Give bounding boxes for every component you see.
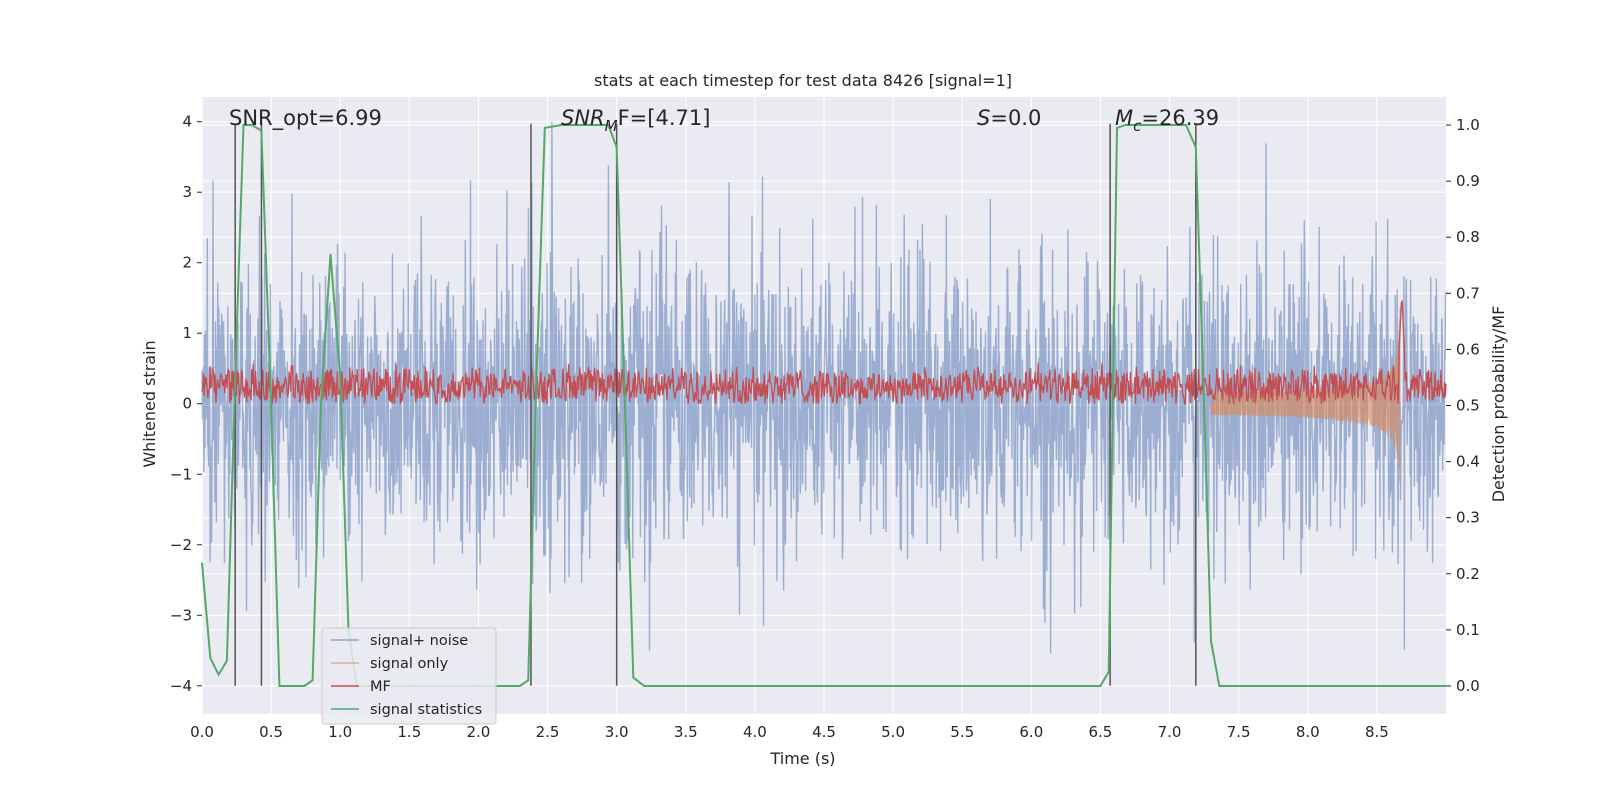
x-tick-label: 3.0 (605, 723, 629, 741)
y-tick-label-left: −2 (170, 536, 192, 554)
y-tick-label-right: 0.4 (1456, 453, 1480, 471)
x-tick-label: 2.0 (467, 723, 491, 741)
annotation-snr-mf-value: F=[4.71] (618, 106, 711, 130)
x-tick-label: 0.5 (259, 723, 283, 741)
y-tick-label-left: −1 (170, 465, 192, 483)
y-tick-label-left: −4 (170, 677, 192, 695)
x-tick-label: 6.0 (1019, 723, 1043, 741)
y-tick-label-right: 0.7 (1456, 284, 1480, 302)
legend-label-signal-noise: signal+ noise (370, 633, 468, 649)
y-tick-label-left: 1 (182, 324, 192, 342)
legend-label-signal-statistics: signal statistics (370, 702, 482, 718)
x-tick-label: 7.5 (1227, 723, 1251, 741)
annotation-s-value: =0.0 (990, 106, 1041, 130)
annotation-mc-value: =26.39 (1141, 106, 1219, 130)
series-signal-noise (201, 121, 1447, 654)
y-tick-label-left: 4 (182, 113, 192, 131)
x-tick-label: 1.0 (328, 723, 352, 741)
x-tick-label: 5.0 (881, 723, 905, 741)
annotation-s: S=0.0 (977, 106, 1041, 130)
annotation-mc: Mc=26.39 (1115, 106, 1219, 135)
y-tick-label-right: 1.0 (1456, 116, 1480, 134)
y-tick-label-right: 0.1 (1456, 621, 1480, 639)
series-signal-only (1210, 307, 1401, 483)
y-tick-label-right: 0.5 (1456, 397, 1480, 415)
annotation-snr-opt: SNR_opt=6.99 (229, 106, 382, 131)
legend-label-mf: MF (370, 679, 391, 695)
x-tick-label: 3.5 (674, 723, 698, 741)
x-tick-label: 6.5 (1089, 723, 1113, 741)
chart-title: stats at each timestep for test data 842… (594, 71, 1012, 90)
x-tick-label: 0.0 (190, 723, 214, 741)
legend-box (321, 627, 497, 725)
annotation-snr-mf-subscript: M (605, 117, 618, 135)
y-tick-label-left: 3 (182, 183, 192, 201)
x-tick-label: 4.0 (743, 723, 767, 741)
y-tick-label-right: 0.2 (1456, 565, 1480, 583)
x-tick-label: 4.5 (812, 723, 836, 741)
x-tick-label: 7.0 (1158, 723, 1182, 741)
y-tick-label-right: 0.9 (1456, 172, 1480, 190)
legend-label-signal-only: signal only (370, 656, 449, 672)
legend: signal+ noise signal only MF signal stat… (321, 627, 497, 725)
x-tick-label: 8.0 (1296, 723, 1320, 741)
x-axis-label: Time (s) (769, 749, 835, 768)
annotation-snr-mf: SNRMF=[4.71] (561, 106, 710, 135)
y-tick-label-right: 0.8 (1456, 228, 1480, 246)
annotation-mc-subscript: c (1133, 117, 1142, 135)
y-tick-label-left: −3 (170, 606, 192, 624)
x-tick-label: 1.5 (397, 723, 421, 741)
x-tick-label: 2.5 (536, 723, 560, 741)
y-axis-label-right: Detection probability/MF (1489, 306, 1508, 503)
annotation-s-symbol: S (977, 106, 990, 130)
series-mf (201, 300, 1447, 405)
y-tick-label-left: 2 (182, 254, 192, 272)
y-axis-label-left: Whitened strain (140, 340, 159, 467)
y-tick-label-right: 0.0 (1456, 677, 1480, 695)
annotation-snr-mf-symbol: SNR (561, 106, 605, 130)
y-tick-label-right: 0.6 (1456, 340, 1480, 358)
x-tick-label: 5.5 (950, 723, 974, 741)
series-signal-statistics (201, 124, 1446, 687)
y-tick-label-right: 0.3 (1456, 509, 1480, 527)
y-tick-label-left: 0 (182, 395, 192, 413)
x-tick-label: 8.5 (1365, 723, 1389, 741)
annotation-mc-symbol: M (1115, 106, 1133, 130)
